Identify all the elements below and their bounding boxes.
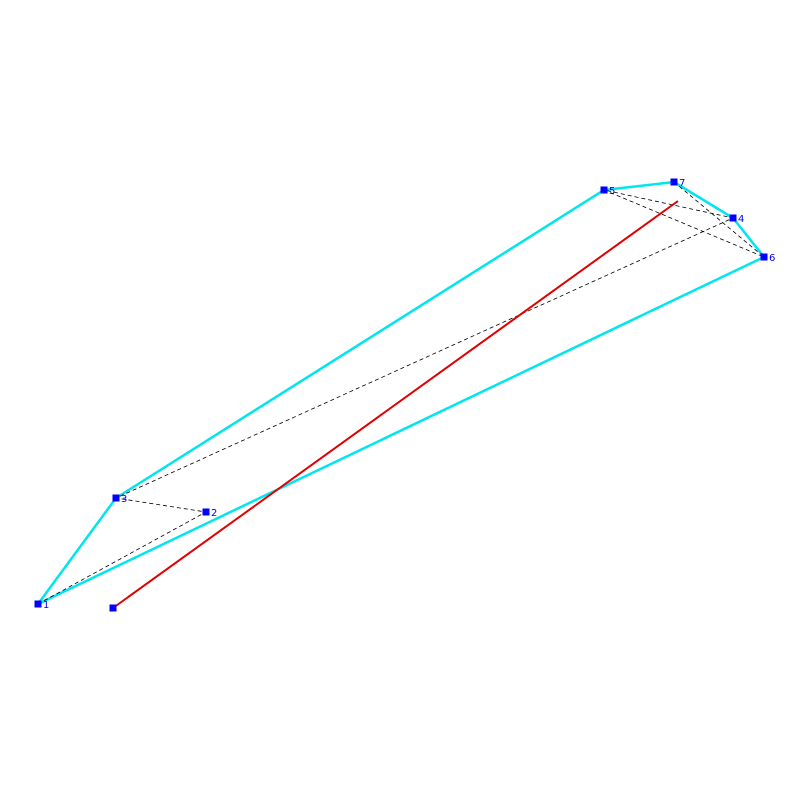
- red-line: [112, 200, 679, 609]
- point-label: 6: [769, 253, 775, 264]
- point-label: 7: [679, 178, 685, 189]
- point-label: 3: [121, 494, 127, 505]
- red-line-start: [109, 604, 117, 612]
- point-label: 5: [609, 186, 615, 197]
- point-marker: [112, 494, 120, 502]
- point-marker: [600, 186, 608, 194]
- point-marker: [760, 253, 768, 261]
- point-label: 1: [43, 600, 49, 611]
- point-marker: [729, 214, 737, 222]
- point-label: 2: [211, 508, 217, 519]
- point-marker: [34, 600, 42, 608]
- point-marker: [670, 178, 678, 186]
- points: 1 2 3 4 5 6 7: [34, 178, 775, 611]
- point-label: 4: [738, 214, 744, 225]
- point-marker: [202, 508, 210, 516]
